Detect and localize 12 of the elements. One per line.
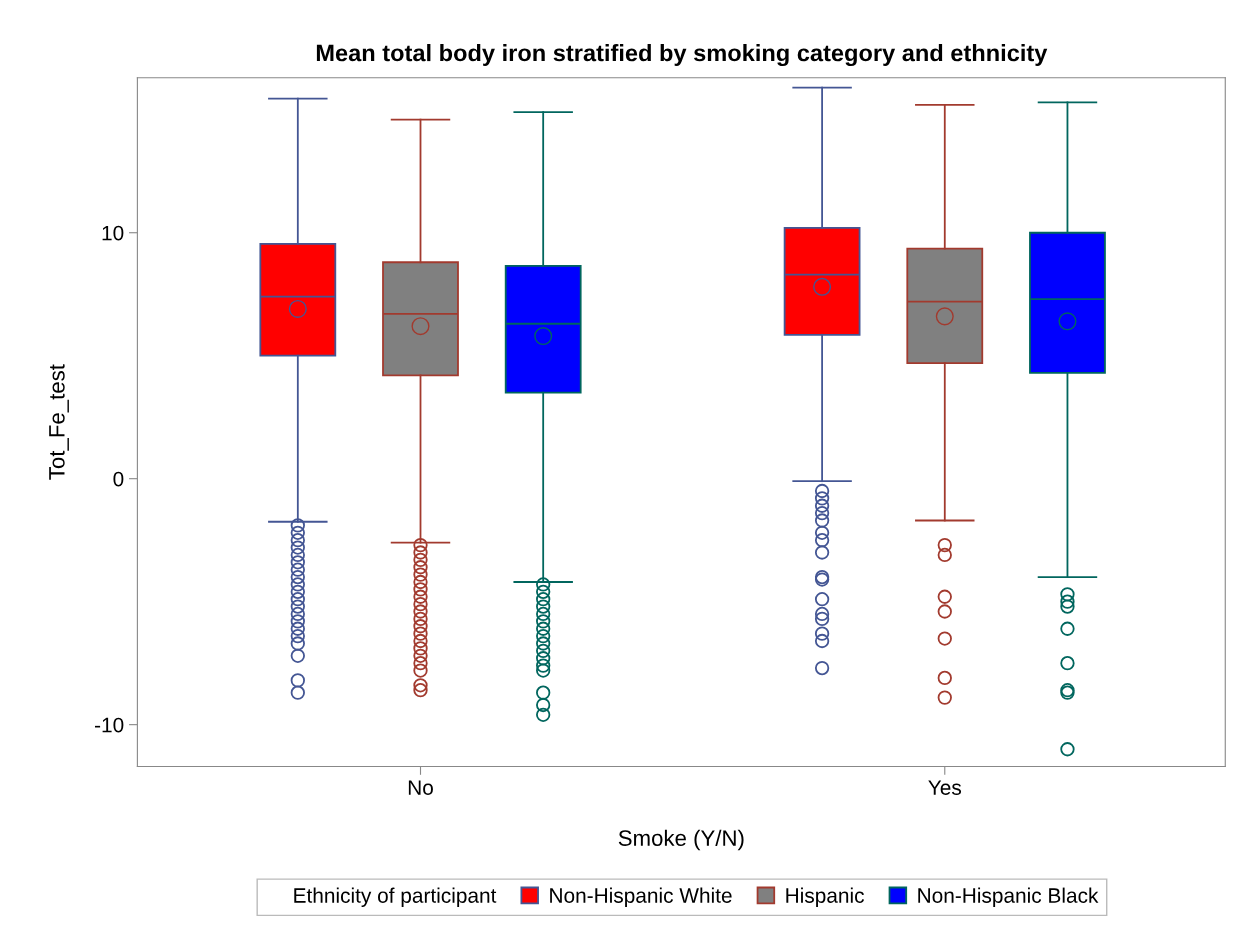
x-tick-label: No [408,780,433,795]
legend-label: Non-Hispanic Black [918,887,1099,908]
chart-title: Mean total body iron stratified by smoking category and ethnicity [316,43,1048,67]
y-tick-label: -10 [95,717,124,733]
x-tick-label: Yes [928,780,962,795]
legend-title: Ethnicity of participant [294,887,497,908]
y-tick-label: 10 [102,225,124,241]
x-axis-title: Smoke (Y/N) [618,829,744,851]
y-axis-title: Tot_Fe_test [49,364,69,480]
legend-label: Non-Hispanic White [550,887,732,908]
legend-label: Hispanic [786,887,864,908]
y-tick-label: 0 [113,471,124,487]
